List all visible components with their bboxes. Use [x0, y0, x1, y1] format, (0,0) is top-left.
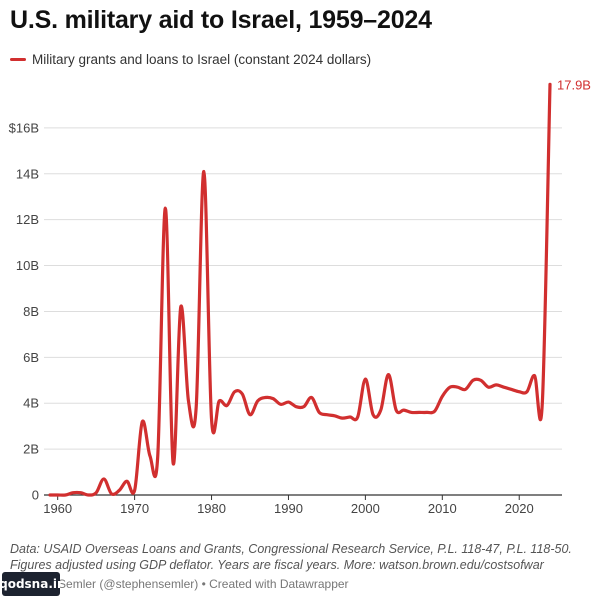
x-tick-label: 1990 — [274, 501, 303, 516]
x-tick-label: 2010 — [428, 501, 457, 516]
watermark-text: qodsna.ir — [0, 577, 63, 591]
x-tick-label: 2000 — [351, 501, 380, 516]
y-tick-label: 8B — [23, 304, 39, 319]
y-tick-label: 0 — [32, 488, 39, 503]
chart-notes: Data: USAID Overseas Loans and Grants, C… — [10, 541, 572, 573]
legend-swatch — [10, 58, 26, 61]
y-tick-label: 10B — [16, 258, 39, 273]
source-note: Data: USAID Overseas Loans and Grants, C… — [10, 542, 572, 556]
x-tick-label: 1970 — [120, 501, 149, 516]
y-tick-label: 2B — [23, 442, 39, 457]
y-tick-label: 6B — [23, 350, 39, 365]
axis-layer: 0 2B 4B 6B 8B 10B 12B 14B $16B 1960 1970 1980 1990 20… — [9, 120, 562, 516]
y-tick-label: 4B — [23, 396, 39, 411]
watermark-logo: qodsna.ir — [0, 572, 63, 596]
x-tick-label: 2020 — [505, 501, 534, 516]
y-tick-label: 12B — [16, 212, 39, 227]
legend-label: Military grants and loans to Israel (con… — [32, 52, 372, 67]
method-note: Figures adjusted using GDP deflator. Yea… — [10, 558, 544, 572]
chart-title: U.S. military aid to Israel, 1959–2024 — [10, 6, 432, 34]
y-tick-label: 14B — [16, 166, 39, 181]
series-layer — [48, 82, 552, 497]
legend: Military grants and loans to Israel (con… — [10, 52, 371, 67]
end-value-label: 17.9B — [557, 77, 591, 92]
x-tick-label: 1960 — [43, 501, 72, 516]
series-line — [48, 82, 552, 497]
y-tick-label: $16B — [9, 120, 39, 135]
label-layer: 17.9B — [557, 77, 591, 92]
grid-layer — [44, 127, 562, 450]
credit-line: Stephen Semler (@stephensemler) • Create… — [10, 577, 349, 591]
x-tick-label: 1980 — [197, 501, 226, 516]
